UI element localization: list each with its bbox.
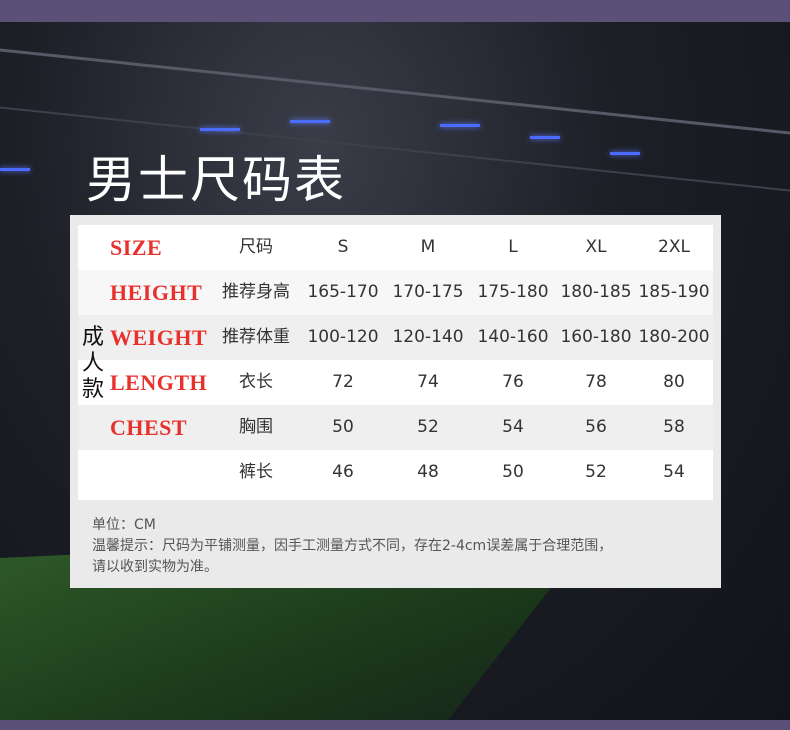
english-label: CHEST [110,415,188,440]
table-cell: 76 [502,372,524,392]
table-cell: 180-200 [638,327,710,347]
table-cell: 46 [332,462,354,482]
table-cell: 48 [417,462,439,482]
table-cell: 52 [417,417,439,437]
table-cell: 52 [585,462,607,482]
table-row: HEIGHT 推荐身高 165-170 170-175 175-180 180-185 18… [78,270,713,315]
table-cell: 120-140 [392,327,464,347]
tip-line-2: 请以收到实物为准。 [92,559,218,575]
notes: 单位：CM 温馨提示：尺码为平铺测量，因手工测量方式不同，存在2-4cm误差属于… [92,515,612,578]
table-cell: 180-185 [560,282,632,302]
table-row: SIZE 尺码 S M L XL 2XL [78,225,713,270]
english-label: WEIGHT [110,325,208,350]
row-label: 尺码 [239,237,273,257]
table-cell: 58 [663,417,685,437]
size-chart-card: 成人款 SIZE 尺码 S M L XL 2XL HEIGHT 推荐身高 165-170 170-1… [70,215,721,588]
table-row: WEIGHT 推荐体重 100-120 120-140 140-160 160-180 18… [78,315,713,360]
table-cell: 50 [332,417,354,437]
table-row: 裤长 46 48 50 52 54 [78,450,713,495]
table-cell: M [420,237,436,257]
size-table: 成人款 SIZE 尺码 S M L XL 2XL HEIGHT 推荐身高 165-170 170-1… [78,225,713,500]
row-label: 裤长 [239,462,273,482]
table-cell: 165-170 [307,282,379,302]
table-cell: XL [585,237,607,257]
table-row: CHEST 胸围 50 52 54 56 58 [78,405,713,450]
table-cell: 56 [585,417,607,437]
bottom-band [0,720,790,730]
top-band [0,0,790,22]
table-cell: 54 [502,417,524,437]
table-row: LENGTH 衣长 72 74 76 78 80 [78,360,713,405]
table-cell: 160-180 [560,327,632,347]
tip-line-1: 温馨提示：尺码为平铺测量，因手工测量方式不同，存在2-4cm误差属于合理范围， [92,538,613,554]
table-cell: 50 [502,462,524,482]
table-cell: 2XL [658,237,690,257]
stadium-light [530,136,560,139]
table-cell: S [337,237,349,257]
row-label: 推荐身高 [222,282,290,302]
group-label: 成人款 [82,325,105,402]
page-title: 男士尺码表 [86,151,346,209]
table-cell: 54 [663,462,685,482]
stadium-light [610,152,640,155]
stadium-light [200,128,240,131]
table-cell: 100-120 [307,327,379,347]
row-label: 衣长 [239,372,273,392]
table-cell: 74 [417,372,439,392]
row-label: 推荐体重 [222,327,290,347]
table-cell: 185-190 [638,282,710,302]
table-cell: 140-160 [477,327,549,347]
table-cell: 175-180 [477,282,549,302]
row-label: 胸围 [239,417,273,437]
english-label: LENGTH [110,370,208,395]
english-label: SIZE [110,235,163,260]
table-cell: 72 [332,372,354,392]
unit-note: 单位：CM [92,517,156,533]
table-cell: 80 [663,372,685,392]
table-cell: L [508,237,518,257]
table-cell: 170-175 [392,282,464,302]
english-label: HEIGHT [110,280,203,305]
stadium-light [290,120,330,123]
stadium-light [440,124,480,127]
stadium-light [0,168,30,171]
table-cell: 78 [585,372,607,392]
